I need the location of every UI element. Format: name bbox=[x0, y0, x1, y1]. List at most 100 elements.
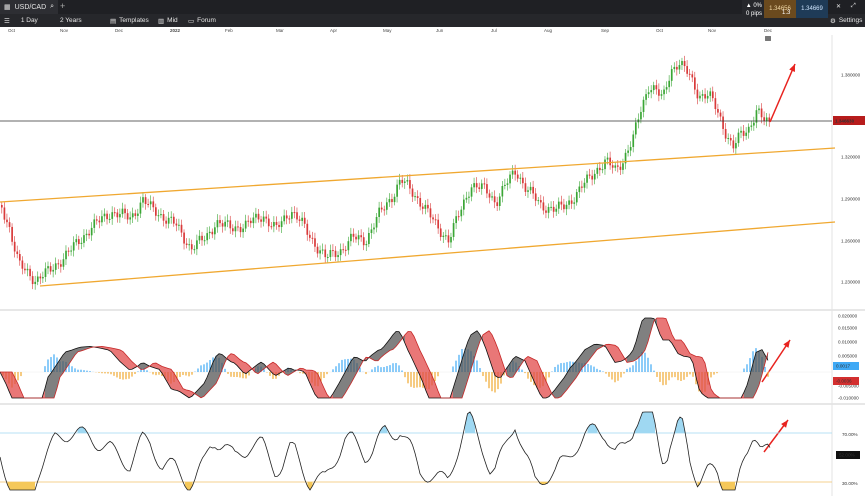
candle-body bbox=[421, 206, 424, 209]
candle-body bbox=[88, 233, 90, 236]
bid-button[interactable]: 1.34656 bbox=[764, 0, 796, 18]
candle-body bbox=[663, 89, 665, 95]
quote-change: ▲ 0% 0 pips bbox=[742, 0, 764, 27]
candle-body bbox=[234, 226, 237, 232]
candle-body bbox=[409, 180, 411, 189]
candle-body bbox=[165, 220, 167, 224]
candle-body bbox=[473, 183, 475, 188]
candle-body bbox=[167, 217, 170, 224]
rsi-overbought-fill bbox=[470, 412, 473, 433]
macd-fill bbox=[429, 369, 432, 398]
price-type-label: Mid bbox=[167, 17, 178, 24]
candle-body bbox=[11, 226, 13, 242]
interval-selector[interactable]: ☰ 1 Day bbox=[4, 14, 38, 27]
macd-fill bbox=[672, 334, 675, 349]
macd-fill bbox=[72, 348, 75, 360]
rsi-overbought-fill bbox=[647, 412, 650, 433]
candle-body bbox=[31, 276, 34, 285]
macd-fill bbox=[453, 379, 456, 398]
price-type-button[interactable]: ▥ Mid bbox=[158, 14, 178, 27]
candle-body bbox=[188, 244, 191, 246]
candle-body bbox=[321, 249, 324, 251]
templates-button[interactable]: ▤ Templates bbox=[110, 14, 149, 27]
time-axis-label: Nov bbox=[60, 28, 69, 33]
candle-body bbox=[239, 227, 242, 233]
candle-body bbox=[265, 216, 268, 219]
candle-body bbox=[611, 165, 614, 168]
candle-body bbox=[6, 219, 8, 223]
last-price-badge bbox=[833, 116, 865, 125]
candle-body bbox=[196, 240, 198, 250]
candle-body bbox=[529, 186, 532, 191]
candle-body bbox=[21, 260, 24, 269]
candle-body bbox=[383, 209, 386, 211]
add-tab-button[interactable]: + bbox=[60, 1, 66, 11]
candle-body bbox=[355, 236, 357, 240]
candle-body bbox=[260, 219, 262, 222]
time-axis-label: Mar bbox=[276, 28, 284, 33]
candle-body bbox=[501, 185, 504, 197]
candle-body bbox=[219, 220, 221, 224]
candle-body bbox=[765, 117, 768, 121]
macd-fill bbox=[351, 357, 354, 384]
candle-body bbox=[432, 217, 434, 220]
macd-fill bbox=[585, 347, 588, 365]
rsi-overbought-fill bbox=[77, 427, 80, 433]
candle-body bbox=[257, 213, 260, 220]
macd-fill bbox=[108, 347, 111, 352]
macd-fill bbox=[471, 332, 474, 370]
candle-body bbox=[101, 216, 103, 223]
instrument-tab[interactable]: ▦ USD/CAD ⌕ bbox=[0, 0, 58, 14]
macd-axis-label: -0.010000 bbox=[838, 396, 859, 401]
macd-fill bbox=[657, 318, 660, 335]
candle-body bbox=[506, 183, 509, 185]
candle-body bbox=[606, 157, 609, 160]
macd-fill bbox=[339, 377, 342, 398]
macd-fill bbox=[546, 381, 549, 398]
candle-body bbox=[442, 235, 445, 238]
macd-fill bbox=[699, 356, 702, 394]
candle-body bbox=[203, 240, 206, 242]
rsi-oversold-fill bbox=[20, 482, 23, 490]
candle-body bbox=[339, 249, 342, 256]
candle-body bbox=[393, 196, 396, 203]
macd-fill bbox=[645, 318, 648, 351]
macd-fill bbox=[159, 364, 162, 374]
candle-body bbox=[753, 122, 755, 126]
forum-button[interactable]: ▭ Forum bbox=[188, 14, 216, 27]
candle-body bbox=[419, 198, 422, 207]
candle-body bbox=[460, 209, 463, 217]
candle-body bbox=[504, 184, 506, 186]
ask-button[interactable]: 1.34669 bbox=[796, 0, 828, 18]
macd-fill bbox=[660, 318, 663, 340]
candle-body bbox=[93, 219, 96, 228]
macd-fill bbox=[468, 334, 471, 380]
candle-body bbox=[139, 202, 142, 214]
expand-icon[interactable]: ⤢ bbox=[851, 3, 856, 9]
macd-fill bbox=[342, 372, 345, 398]
macd-fill bbox=[222, 354, 225, 370]
macd-fill bbox=[132, 361, 135, 370]
forecast-arrow-rsi-head bbox=[781, 420, 788, 428]
macd-fill bbox=[414, 336, 417, 370]
close-icon[interactable]: ✕ bbox=[836, 4, 842, 10]
search-icon[interactable]: ⌕ bbox=[50, 3, 55, 10]
candle-body bbox=[550, 206, 552, 208]
candle-body bbox=[614, 165, 617, 168]
settings-button[interactable]: ⚙ Settings bbox=[830, 14, 862, 27]
macd-fill bbox=[462, 350, 465, 398]
macd-fill bbox=[642, 318, 645, 355]
macd-fill bbox=[60, 355, 63, 378]
candle-body bbox=[121, 208, 124, 215]
candle-body bbox=[262, 216, 265, 222]
candle-body bbox=[98, 220, 101, 223]
macd-fill bbox=[354, 357, 357, 378]
macd-fill bbox=[141, 363, 144, 370]
time-axis-label: Feb bbox=[225, 28, 233, 33]
macd-fill bbox=[519, 357, 522, 368]
candle-body bbox=[119, 214, 121, 218]
rsi-overbought-fill bbox=[645, 412, 648, 433]
candle-body bbox=[211, 231, 214, 235]
range-selector[interactable]: 2 Years bbox=[60, 14, 82, 27]
